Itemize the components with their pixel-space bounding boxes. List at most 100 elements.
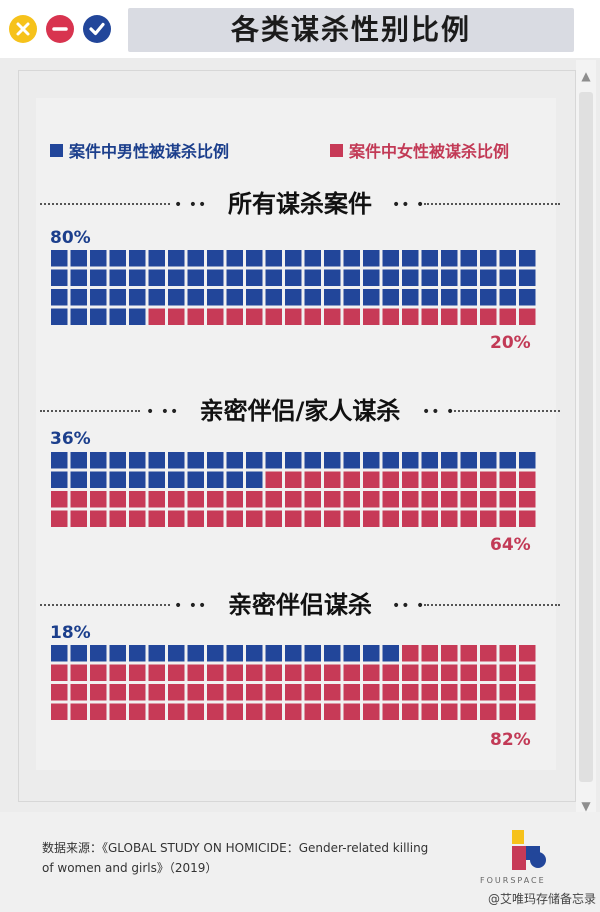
male-cell	[460, 269, 477, 286]
male-pct-2: 36%	[50, 429, 91, 449]
female-cell	[402, 664, 419, 681]
male-cell	[129, 269, 146, 286]
section-title-1-text: 所有谋杀案件	[228, 190, 372, 218]
male-cell	[421, 250, 438, 267]
female-cell	[51, 510, 68, 527]
female-cell	[363, 308, 380, 325]
male-cell	[421, 269, 438, 286]
male-cell	[129, 471, 146, 488]
female-cell	[265, 308, 282, 325]
female-cell	[343, 664, 360, 681]
minimize-button[interactable]	[46, 15, 74, 43]
scroll-up-icon[interactable]: ▲	[581, 69, 591, 83]
female-cell	[148, 703, 165, 720]
male-cell	[207, 471, 224, 488]
female-cell	[304, 684, 321, 701]
female-cell	[343, 510, 360, 527]
female-cell	[382, 308, 399, 325]
male-cell	[90, 471, 107, 488]
female-cell	[265, 684, 282, 701]
female-cell	[246, 684, 263, 701]
female-cell	[324, 684, 341, 701]
male-cell	[324, 250, 341, 267]
male-cell	[187, 250, 204, 267]
female-cell	[304, 510, 321, 527]
male-cell	[460, 452, 477, 469]
male-pct-3: 18%	[50, 623, 91, 643]
male-cell	[70, 289, 87, 306]
close-button[interactable]	[9, 15, 37, 43]
female-cell	[421, 308, 438, 325]
female-cell	[70, 684, 87, 701]
female-cell	[382, 491, 399, 508]
female-pct-1: 20%	[490, 333, 531, 353]
male-cell	[246, 645, 263, 662]
female-cell	[499, 491, 516, 508]
confirm-button[interactable]	[83, 15, 111, 43]
female-cell	[70, 664, 87, 681]
scroll-thumb[interactable]	[579, 92, 593, 782]
male-cell	[90, 269, 107, 286]
female-cell	[519, 510, 536, 527]
female-cell	[480, 684, 497, 701]
female-cell	[168, 491, 185, 508]
female-cell	[148, 664, 165, 681]
male-cell	[168, 250, 185, 267]
female-cell	[402, 645, 419, 662]
female-cell	[324, 308, 341, 325]
female-cell	[246, 308, 263, 325]
section-title-3: • •• 亲密伴侣谋杀 •• •	[40, 588, 560, 622]
male-cell	[480, 452, 497, 469]
female-cell	[460, 308, 477, 325]
female-cell	[148, 308, 165, 325]
female-cell	[363, 491, 380, 508]
male-cell	[441, 452, 458, 469]
female-pct-3: 82%	[490, 730, 531, 750]
legend-male: 案件中男性被谋杀比例	[50, 138, 229, 162]
female-cell	[226, 684, 243, 701]
scrollbar[interactable]: ▲ ▼	[576, 60, 596, 820]
male-cell	[285, 452, 302, 469]
title-box: 各类谋杀性别比例	[128, 8, 574, 52]
scroll-down-icon[interactable]: ▼	[581, 799, 591, 813]
female-cell	[363, 471, 380, 488]
male-cell	[226, 269, 243, 286]
female-cell	[363, 684, 380, 701]
female-cell	[90, 684, 107, 701]
female-cell	[285, 684, 302, 701]
page-title: 各类谋杀性别比例	[230, 13, 471, 46]
female-cell	[402, 491, 419, 508]
female-cell	[304, 664, 321, 681]
female-cell	[382, 471, 399, 488]
female-cell	[129, 684, 146, 701]
female-cell	[285, 664, 302, 681]
female-cell	[519, 664, 536, 681]
male-cell	[148, 250, 165, 267]
female-cell	[187, 491, 204, 508]
male-cell	[226, 452, 243, 469]
footer	[0, 812, 600, 912]
female-cell	[480, 471, 497, 488]
female-cell	[285, 510, 302, 527]
female-cell	[207, 308, 224, 325]
female-cell	[265, 703, 282, 720]
section-title-2-text: 亲密伴侣/家人谋杀	[199, 397, 401, 425]
female-cell	[441, 664, 458, 681]
female-cell	[285, 471, 302, 488]
male-cell	[148, 645, 165, 662]
female-cell	[90, 510, 107, 527]
male-cell	[148, 471, 165, 488]
female-cell	[246, 664, 263, 681]
female-cell	[187, 510, 204, 527]
male-cell	[70, 471, 87, 488]
male-cell	[285, 269, 302, 286]
male-cell	[246, 250, 263, 267]
male-cell	[246, 471, 263, 488]
female-cell	[148, 510, 165, 527]
female-cell	[421, 510, 438, 527]
source-note: 数据来源：《GLOBAL STUDY ON HOMICIDE：Gender-re…	[42, 838, 482, 878]
male-cell	[226, 250, 243, 267]
female-cell	[402, 684, 419, 701]
